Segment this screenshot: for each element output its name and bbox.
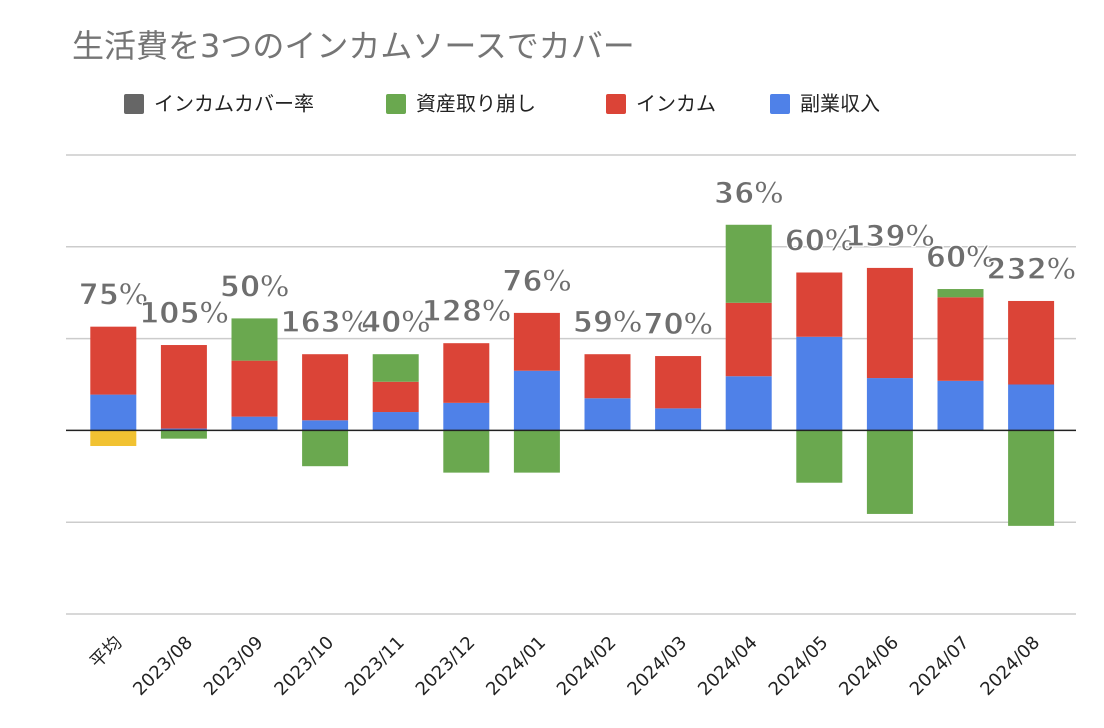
bar-segment (584, 354, 631, 399)
bar-segment (866, 430, 913, 514)
bar-segment (796, 430, 843, 483)
bar-segment (160, 345, 207, 429)
bar-segment (160, 430, 207, 439)
bar-segment (302, 430, 349, 467)
data-label: 36% (714, 176, 783, 210)
legend-swatch (124, 94, 144, 114)
bar-segment (372, 412, 419, 431)
bar-segment (231, 416, 278, 431)
chart-title: 生活費を3つのインカムソースでカバー (72, 27, 635, 65)
bar-segment (160, 428, 207, 431)
bar-segment (513, 430, 560, 473)
legend-swatch (386, 94, 406, 114)
x-tick-label: 2024/08 (976, 632, 1044, 700)
legend-label: インカムカバー率 (154, 92, 314, 116)
x-tick-label: 2024/05 (765, 632, 833, 700)
x-tick-label: 2023/12 (412, 632, 480, 700)
bar-segment (1008, 300, 1055, 385)
bar-segment (90, 430, 137, 447)
x-tick-label: 2024/03 (623, 632, 691, 700)
bar-segment (937, 289, 984, 298)
bar-segment (937, 297, 984, 381)
bar-segment (302, 420, 349, 431)
bar-segment (443, 402, 490, 431)
data-label: 139% (845, 219, 935, 253)
bar-segment (513, 312, 560, 371)
x-tick-label: 2024/07 (906, 632, 974, 700)
x-tick-label: 2024/02 (553, 632, 621, 700)
data-label: 75% (79, 278, 148, 312)
legend-label: 資産取り崩し (416, 92, 536, 116)
bar-segment (90, 326, 137, 395)
bar-segment (302, 354, 349, 421)
legend-swatch (770, 94, 790, 114)
x-tick-label: 2023/10 (270, 632, 338, 700)
legend-swatch (606, 94, 626, 114)
bar-segment (443, 343, 490, 403)
x-tick-label: 平均 (86, 632, 126, 672)
bar-segment (372, 354, 419, 382)
bar-segment (443, 430, 490, 473)
bar-segment (372, 381, 419, 413)
data-label: 70% (643, 307, 712, 341)
bar-segment (584, 398, 631, 431)
x-tick-label: 2024/01 (482, 632, 550, 700)
bar-segment (725, 302, 772, 377)
data-label: 60% (785, 224, 854, 258)
x-tick-label: 2024/04 (694, 632, 762, 700)
data-label: 76% (502, 264, 571, 298)
legend-label: インカム (636, 92, 716, 116)
bar-segment (866, 267, 913, 379)
bar-segment (796, 272, 843, 337)
bar-segment (1008, 384, 1055, 431)
bar-segment (725, 224, 772, 303)
data-label: 232% (986, 252, 1076, 286)
bar-segment (796, 336, 843, 431)
bar-segment (655, 356, 702, 409)
bar-segment (1008, 430, 1055, 526)
x-tick-label: 2023/08 (129, 632, 197, 700)
data-label: 40% (361, 305, 430, 339)
bar-segment (231, 360, 278, 417)
bar-segment (513, 370, 560, 431)
x-tick-label: 2023/09 (200, 632, 268, 700)
data-label: 59% (573, 305, 642, 339)
bar-segment (231, 318, 278, 361)
data-label: 105% (139, 296, 229, 330)
data-label: 60% (926, 240, 995, 274)
bar-segment (655, 408, 702, 431)
x-tick-label: 2024/06 (835, 632, 903, 700)
bar-segment (937, 380, 984, 431)
data-label: 50% (220, 269, 289, 303)
bar-segment (866, 378, 913, 431)
bar-segment (90, 394, 137, 431)
legend-label: 副業収入 (800, 92, 880, 116)
x-tick-label: 2023/11 (341, 632, 409, 700)
bar-segment (725, 376, 772, 431)
data-label: 128% (422, 294, 512, 328)
data-label: 163% (280, 305, 370, 339)
